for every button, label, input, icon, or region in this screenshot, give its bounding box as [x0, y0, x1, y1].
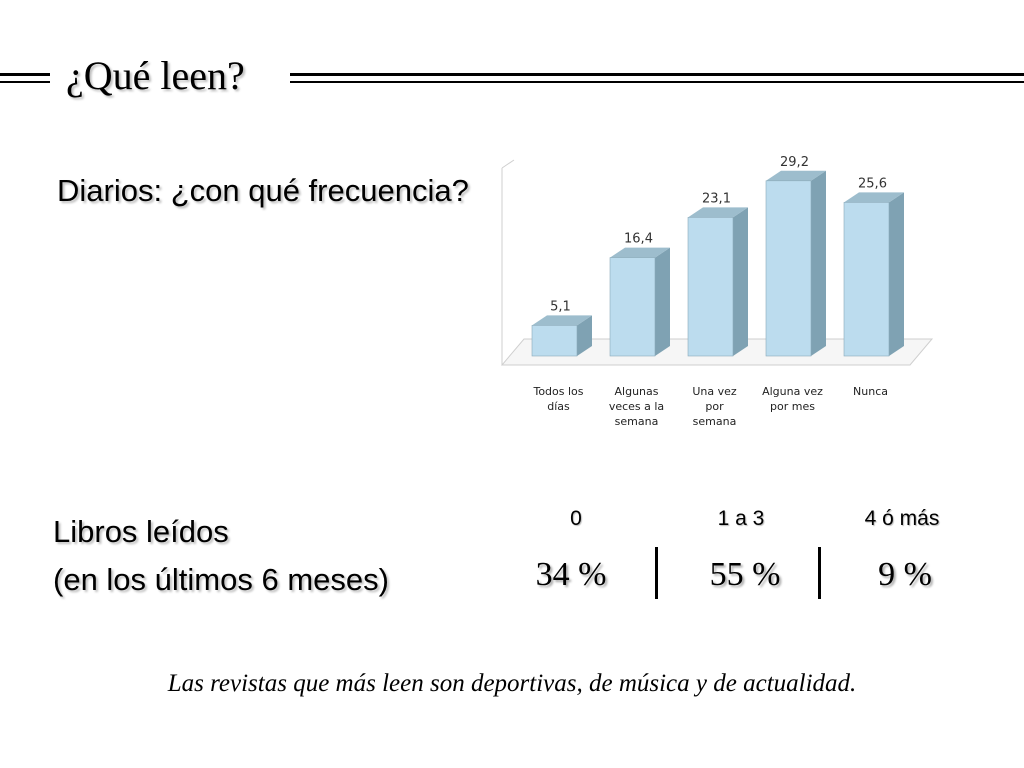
libros-col-1-value: 55 % [709, 556, 781, 593]
bar-4-top [844, 192, 904, 203]
libros-col-2-header: 4 ó más [864, 507, 940, 530]
x-tick-label-3: Alguna vez por mes [762, 385, 823, 413]
title-rule-left-bottom [0, 81, 50, 83]
bar-4 [843, 202, 890, 357]
frequency-bar-chart: 5,1 Todos los días 16,4 Algunas veces a la sem… [500, 155, 934, 428]
libros-col-1-header: 1 a 3 [717, 507, 765, 530]
bar-1-top [610, 247, 670, 258]
bar-2-side [733, 207, 748, 356]
bar-1-data-label: 16,4 [624, 232, 653, 247]
bar-1 [609, 257, 656, 357]
title-rule-right-top [290, 73, 1024, 76]
libros-col-0-header: 0 [570, 507, 582, 530]
bar-2-top [688, 207, 748, 218]
bar-2 [687, 217, 734, 357]
title-rule-left-top [0, 73, 50, 76]
bar-0-data-label: 5,1 [550, 299, 571, 314]
x-tick-label-0: Todos los días [532, 385, 583, 413]
slide-title: ¿Qué leen? [66, 53, 245, 98]
libros-heading-line1: Libros leídos [53, 514, 229, 549]
chart-back-wall-top [501, 159, 515, 169]
bar-1-side [655, 247, 670, 356]
bar-3-top [766, 170, 826, 181]
bar-0 [531, 325, 578, 357]
title-rule-right-bottom [290, 81, 1024, 83]
bar-3-side [811, 170, 826, 356]
bar-4-data-label: 25,6 [858, 176, 887, 191]
footer-note: Las revistas que más leen son deportivas… [167, 670, 857, 697]
bar-2-data-label: 23,1 [702, 191, 731, 206]
x-tick-label-1: Algunas veces a la semana [609, 385, 664, 428]
x-tick-label-2: Una vez por semana [692, 385, 737, 428]
bar-3-data-label: 29,2 [780, 155, 809, 170]
diarios-heading: Diarios: ¿con qué frecuencia? [57, 173, 469, 208]
bar-0-top [532, 315, 592, 326]
libros-col-0-value: 34 % [535, 556, 607, 593]
x-tick-label-4: Nunca [853, 385, 888, 398]
bar-3 [765, 180, 812, 357]
bar-4-side [889, 192, 904, 356]
libros-col-2-value: 9 % [878, 556, 932, 593]
libros-separator-2 [818, 547, 821, 599]
libros-separator-1 [655, 547, 658, 599]
libros-heading-line2: (en los últimos 6 meses) [53, 562, 389, 597]
bar-0-side [577, 315, 592, 356]
